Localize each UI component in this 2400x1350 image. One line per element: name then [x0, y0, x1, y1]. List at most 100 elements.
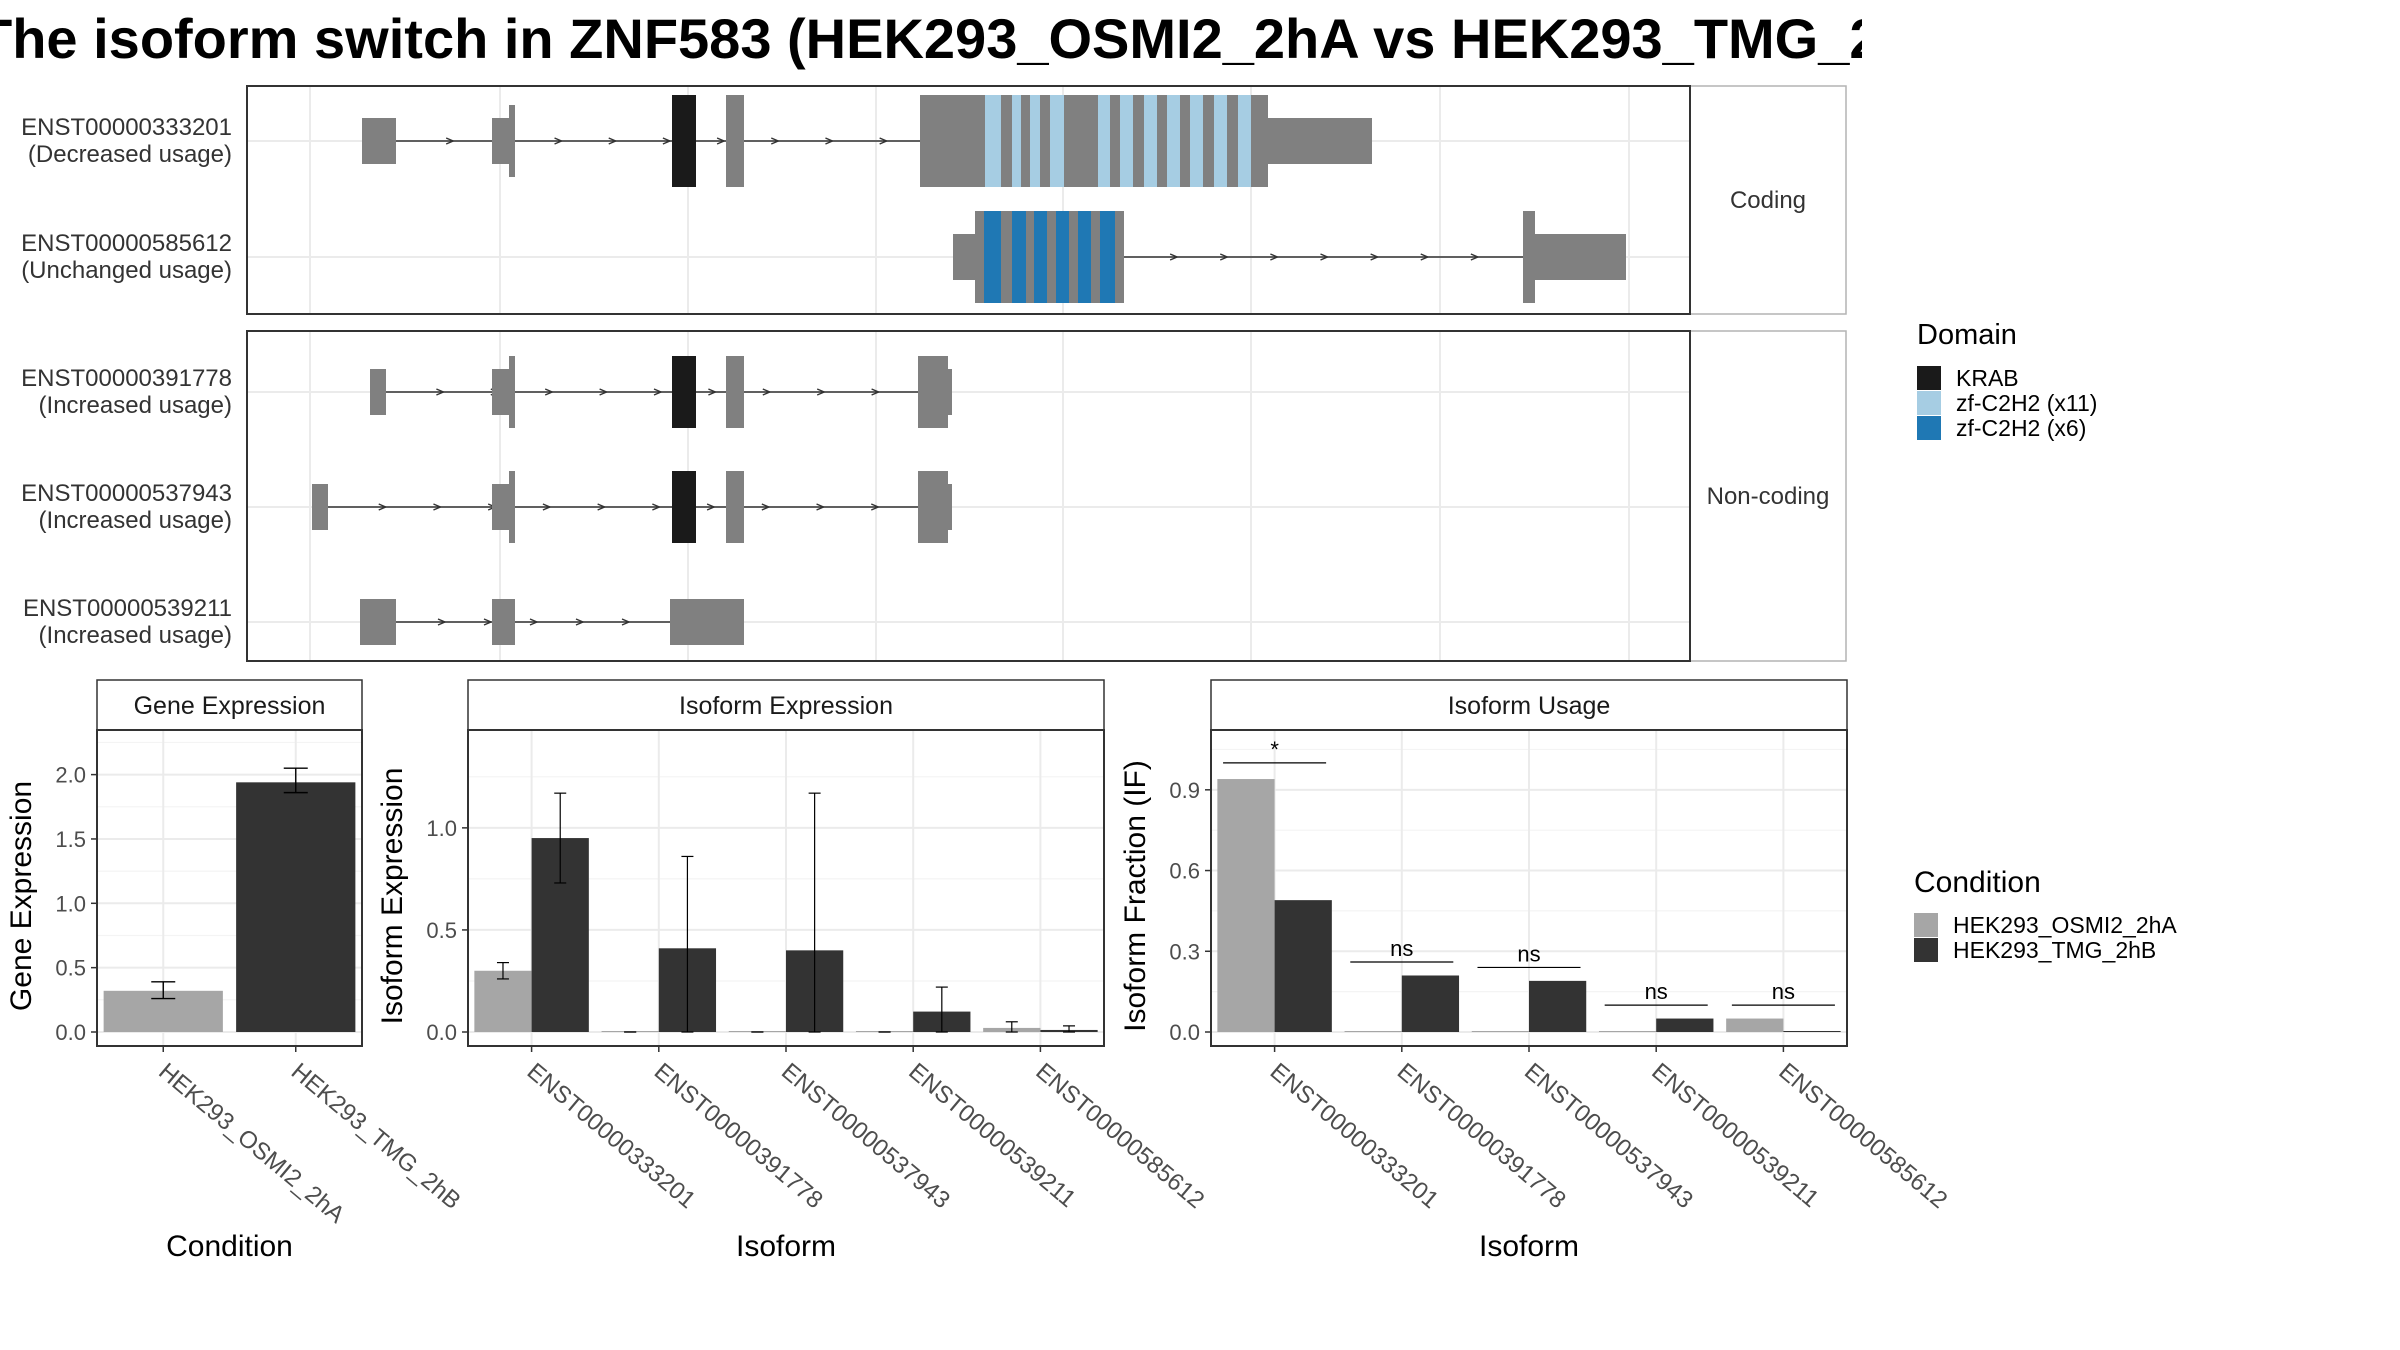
exon	[918, 471, 948, 543]
exon	[362, 118, 396, 164]
panel-strip	[96, 679, 363, 731]
bar	[1598, 1031, 1657, 1032]
exon	[670, 599, 744, 645]
zf-c2h2-x11-domain	[985, 95, 1001, 187]
plot-title: The isoform switch in ZNF583 (HEK293_OSM…	[0, 7, 1862, 70]
intron-arrow	[621, 618, 631, 626]
exon	[726, 471, 744, 543]
panel-title-1: Isoform Expression	[679, 692, 893, 720]
intron-arrow	[816, 503, 826, 511]
y-axis-title: Isoform Expression	[376, 768, 409, 1025]
facet-strip	[1689, 85, 1847, 315]
exon	[509, 105, 515, 177]
exon	[918, 356, 948, 428]
panel-title-0: Gene Expression	[134, 692, 326, 720]
bar	[236, 782, 356, 1032]
transcript-panel-border	[246, 330, 1691, 662]
exon	[492, 484, 512, 530]
zf-c2h2-x11-domain	[1167, 95, 1180, 187]
y-tick-label: 0.0	[426, 1020, 457, 1045]
intron-arrow	[870, 503, 881, 511]
y-tick-label: 0.9	[1169, 778, 1200, 803]
zf-c2h2-x11-domain	[1214, 95, 1227, 187]
zf-c2h2-x6-domain	[1056, 211, 1069, 303]
domain-legend-label: zf-C2H2 (x6)	[1956, 415, 2086, 441]
intron-arrow	[437, 618, 447, 626]
intron-arrow	[716, 137, 726, 145]
panel-strip	[467, 679, 1105, 731]
transcript-id-label: ENST00000585612	[21, 230, 232, 257]
intron-arrow	[1320, 253, 1330, 261]
significance-label: ns	[1645, 979, 1668, 1004]
bar	[1783, 1031, 1841, 1032]
intron-arrow	[653, 388, 663, 396]
intron-arrow	[662, 137, 672, 145]
significance-label: ns	[1772, 979, 1795, 1004]
intron-arrow	[762, 388, 772, 396]
zf-c2h2-x11-domain	[1030, 95, 1040, 187]
transcript-usage-label: (Increased usage)	[39, 507, 232, 534]
domain-legend-key	[1917, 391, 1941, 415]
y-tick-label: 1.5	[55, 827, 86, 852]
zf-c2h2-x6-domain	[1100, 211, 1115, 303]
panel-title-2: Isoform Usage	[1448, 692, 1611, 720]
transcript-id-label: ENST00000539211	[23, 595, 232, 622]
condition-legend-title: Condition	[1914, 866, 2041, 899]
x-axis-title: Isoform	[736, 1230, 836, 1263]
exon	[946, 369, 952, 415]
panel-border	[96, 729, 363, 1047]
zf-c2h2-x11-domain	[1120, 95, 1133, 187]
intron-arrow	[761, 503, 771, 511]
intron-arrow	[706, 503, 716, 511]
y-tick-label: 0.3	[1169, 939, 1200, 964]
transcript-panel-border	[246, 85, 1691, 315]
exon	[726, 356, 744, 428]
y-tick-label: 2.0	[55, 763, 86, 788]
zf-c2h2-x11-domain	[1012, 95, 1021, 187]
intron-arrow	[1219, 253, 1230, 261]
krab-domain	[672, 471, 696, 543]
bar	[1656, 1018, 1714, 1032]
exon	[1268, 118, 1372, 164]
facet-label-0: Coding	[1730, 187, 1806, 214]
bar	[1726, 1018, 1784, 1032]
intron-arrow	[770, 137, 781, 145]
domain-legend-key	[1917, 416, 1941, 440]
y-axis-title: Gene Expression	[5, 781, 38, 1011]
zf-c2h2-x6-domain	[1078, 211, 1091, 303]
transcript-usage-label: (Decreased usage)	[28, 141, 232, 168]
zf-c2h2-x6-domain	[984, 211, 1001, 303]
intron-arrow	[652, 503, 662, 511]
intron-arrow	[529, 618, 539, 626]
bar	[474, 970, 532, 1032]
condition-legend-label: HEK293_OSMI2_2hA	[1953, 912, 2177, 938]
exon	[492, 599, 515, 645]
exon	[360, 599, 396, 645]
bar	[1217, 779, 1275, 1032]
bar	[1401, 975, 1460, 1032]
intron-arrow	[825, 137, 835, 145]
intron-arrow	[483, 618, 493, 626]
intron-arrow	[597, 503, 607, 511]
transcript-id-label: ENST00000537943	[21, 480, 232, 507]
intron-arrow	[599, 388, 609, 396]
intron-arrow	[1169, 253, 1179, 261]
exon	[509, 471, 515, 543]
x-axis-title: Isoform	[1479, 1230, 1579, 1263]
intron-arrow	[378, 503, 388, 511]
transcript-id-label: ENST00000333201	[21, 114, 232, 141]
intron-arrow	[816, 388, 826, 396]
exon	[509, 356, 515, 428]
bar	[1529, 980, 1587, 1032]
y-axis-title: Isoform Fraction (IF)	[1119, 760, 1152, 1032]
exon	[492, 369, 512, 415]
zf-c2h2-x11-domain	[1238, 95, 1251, 187]
exon	[1535, 234, 1626, 280]
intron-arrow	[708, 388, 718, 396]
krab-domain	[672, 356, 696, 428]
domain-legend-label: zf-C2H2 (x11)	[1956, 390, 2097, 416]
zf-c2h2-x11-domain	[1098, 95, 1110, 187]
exon	[726, 95, 744, 187]
exon	[1523, 211, 1535, 303]
intron-arrow	[1370, 253, 1380, 261]
